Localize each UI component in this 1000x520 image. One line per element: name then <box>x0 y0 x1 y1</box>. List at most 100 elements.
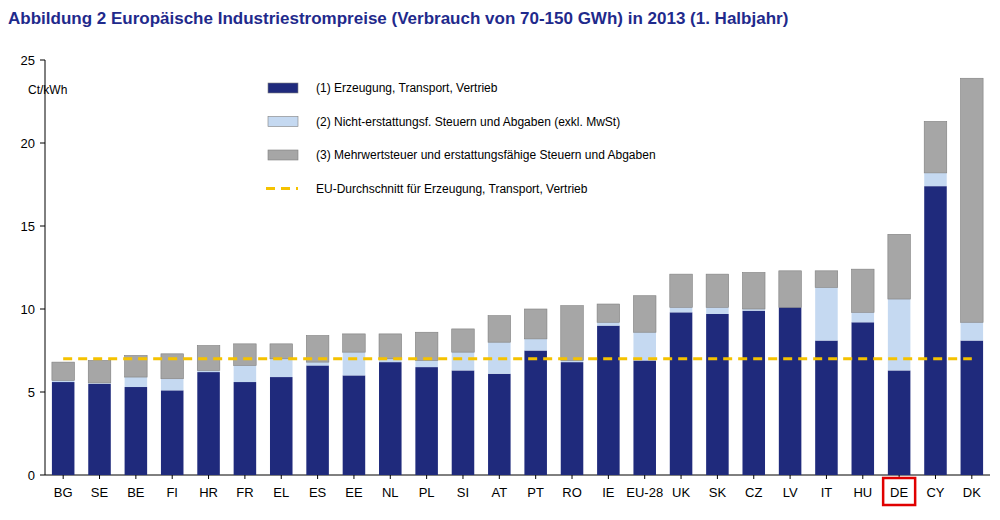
x-tick <box>935 475 936 479</box>
x-tick <box>99 475 100 479</box>
x-tick <box>244 475 245 479</box>
bar-segment <box>306 365 329 475</box>
legend-label: (2) Nicht-erstattungsf. Steuern und Abga… <box>316 115 620 129</box>
bar-segment <box>379 362 402 475</box>
bar-segment <box>524 339 547 351</box>
bar-segment <box>52 382 75 475</box>
bar-segment <box>161 390 184 475</box>
bar-segment <box>88 360 111 382</box>
y-tick <box>40 309 45 310</box>
bar-segment <box>633 332 656 360</box>
y-tick-label: 15 <box>21 219 35 234</box>
bar-segment <box>706 307 729 314</box>
bar-segment <box>633 296 656 333</box>
bar-segment <box>670 274 693 307</box>
bar-segment <box>234 382 257 475</box>
bar-segment <box>852 312 875 322</box>
bar-segment <box>597 304 620 322</box>
x-tick <box>717 475 718 479</box>
x-tick-label: SK <box>709 485 727 500</box>
x-tick <box>790 475 791 479</box>
bar-segment <box>706 314 729 475</box>
x-tick <box>462 475 463 479</box>
x-tick-label: RO <box>562 485 582 500</box>
x-tick <box>499 475 500 479</box>
x-tick-label: ES <box>309 485 327 500</box>
bar-segment <box>742 272 765 309</box>
bar-segment <box>415 367 438 475</box>
x-tick <box>644 475 645 479</box>
bar-segment <box>343 375 366 475</box>
x-tick-label: DE <box>890 485 908 500</box>
legend-swatch <box>268 150 298 160</box>
y-tick <box>40 60 45 61</box>
bar-segment <box>815 287 838 340</box>
x-axis <box>45 475 990 476</box>
x-tick-label: FR <box>236 485 253 500</box>
x-tick <box>208 475 209 479</box>
x-tick-label: DK <box>963 485 981 500</box>
bar-segment <box>306 362 329 365</box>
x-tick-label: HR <box>199 485 218 500</box>
bar-segment <box>488 374 511 475</box>
x-tick <box>390 475 391 479</box>
x-tick-label: PL <box>419 485 435 500</box>
x-tick-label: BG <box>54 485 73 500</box>
legend-label: (3) Mehrwertsteuer und erstattungsfähige… <box>316 148 656 162</box>
bar-segment <box>779 307 802 475</box>
bar-segment <box>633 360 656 475</box>
bar-segment <box>706 274 729 307</box>
y-axis-label: Ct/kWh <box>28 83 67 97</box>
y-tick-label: 5 <box>28 385 35 400</box>
bar-segment <box>270 344 293 359</box>
x-tick <box>971 475 972 479</box>
bar-segment <box>888 370 911 475</box>
legend-swatch <box>266 187 298 190</box>
bar-segment <box>270 359 293 377</box>
x-tick-label: IT <box>821 485 833 500</box>
y-axis <box>45 60 46 475</box>
bar-segment <box>961 322 984 340</box>
legend: (1) Erzeugung, Transport, Vertrieb (2) Ni… <box>240 68 740 204</box>
x-tick-label: UK <box>672 485 690 500</box>
y-tick <box>40 392 45 393</box>
bar-segment <box>379 334 402 359</box>
x-tick <box>281 475 282 479</box>
x-tick <box>572 475 573 479</box>
bar-segment <box>961 341 984 475</box>
x-tick <box>317 475 318 479</box>
bar-segment <box>670 312 693 475</box>
bar-segment <box>234 365 257 382</box>
y-tick <box>40 475 45 476</box>
x-tick <box>681 475 682 479</box>
bar-segment <box>197 372 220 475</box>
x-tick <box>135 475 136 479</box>
bar-segment <box>343 334 366 352</box>
x-tick <box>535 475 536 479</box>
x-tick-label: SE <box>91 485 109 500</box>
bar-segment <box>561 306 584 361</box>
bar-segment <box>852 322 875 475</box>
bar-segment <box>815 271 838 288</box>
bar-segment <box>597 322 620 325</box>
bar-segment <box>88 384 111 475</box>
bar-segment <box>961 78 984 322</box>
highlight-box <box>883 478 915 505</box>
bar-segment <box>888 234 911 299</box>
bar-segment <box>125 387 148 475</box>
x-tick <box>862 475 863 479</box>
bar-segment <box>561 362 584 475</box>
bar-segment <box>924 186 947 475</box>
x-tick-label: SI <box>457 485 469 500</box>
x-tick-label: CY <box>926 485 944 500</box>
x-tick-label: BE <box>127 485 145 500</box>
bar-segment <box>924 121 947 172</box>
x-tick <box>353 475 354 479</box>
x-tick-label: FI <box>166 485 178 500</box>
bar-segment <box>415 332 438 360</box>
x-tick-label: IE <box>602 485 615 500</box>
x-tick <box>608 475 609 479</box>
y-tick-label: 25 <box>21 53 35 68</box>
x-tick-label: HU <box>853 485 872 500</box>
legend-label: (1) Erzeugung, Transport, Vertrieb <box>316 81 498 95</box>
